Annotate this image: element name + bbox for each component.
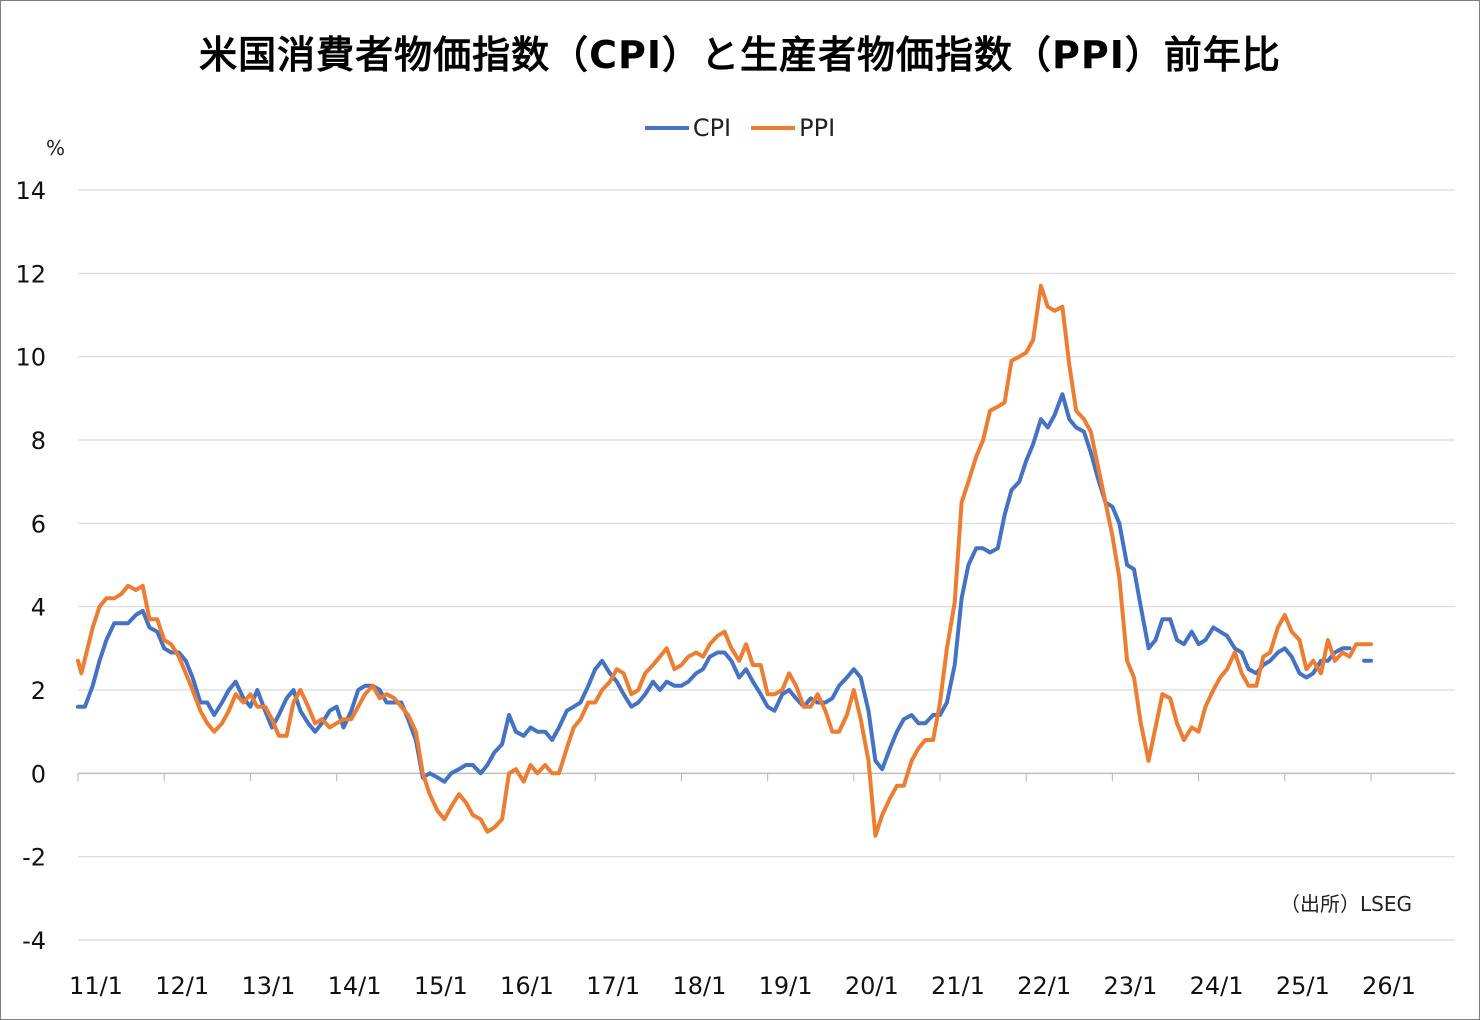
x-tick-label: 23/1 [1103, 972, 1157, 1000]
y-tick-label: 12 [15, 260, 46, 288]
y-tick-label: -4 [22, 927, 46, 955]
y-tick-label: 8 [31, 427, 46, 455]
y-tick-label: 10 [15, 344, 46, 372]
series-line-ppi [76, 283, 1373, 838]
y-tick-label: 2 [31, 677, 46, 705]
x-tick-label: 18/1 [672, 972, 726, 1000]
y-axis-unit: % [46, 136, 66, 160]
x-tick-label: 15/1 [414, 972, 468, 1000]
x-tick-label: 22/1 [1017, 972, 1071, 1000]
x-tick-label: 17/1 [586, 972, 640, 1000]
legend: CPI PPI [0, 114, 1480, 142]
legend-label-cpi: CPI [692, 114, 732, 142]
x-tick-label: 13/1 [241, 972, 295, 1000]
x-tick-label: 14/1 [328, 972, 382, 1000]
x-tick-label: 11/1 [69, 972, 123, 1000]
legend-swatch-ppi [751, 126, 796, 130]
x-tick-label: 16/1 [500, 972, 554, 1000]
x-tick-label: 21/1 [931, 972, 985, 1000]
y-tick-label: 14 [15, 177, 46, 205]
x-tick-label: 19/1 [759, 972, 813, 1000]
legend-item-ppi: PPI [751, 114, 835, 142]
x-tick-label: 20/1 [845, 972, 899, 1000]
y-tick-label: -2 [22, 844, 46, 872]
x-tick-label: 26/1 [1362, 972, 1416, 1000]
legend-label-ppi: PPI [799, 114, 836, 142]
source-note: （出所）LSEG [1280, 892, 1412, 916]
y-tick-label: 0 [31, 760, 46, 788]
y-tick-label: 4 [31, 594, 46, 622]
y-tick-label: 6 [31, 510, 46, 538]
legend-item-cpi: CPI [644, 114, 732, 142]
x-tick-label: 12/1 [155, 972, 209, 1000]
x-tick-label: 24/1 [1190, 972, 1244, 1000]
x-tick-label: 25/1 [1276, 972, 1330, 1000]
series-line-cpi [76, 392, 1352, 784]
chart-title: 米国消費者物価指数（CPI）と生産者物価指数（PPI）前年比 [199, 33, 1281, 77]
legend-swatch-cpi [644, 126, 689, 130]
